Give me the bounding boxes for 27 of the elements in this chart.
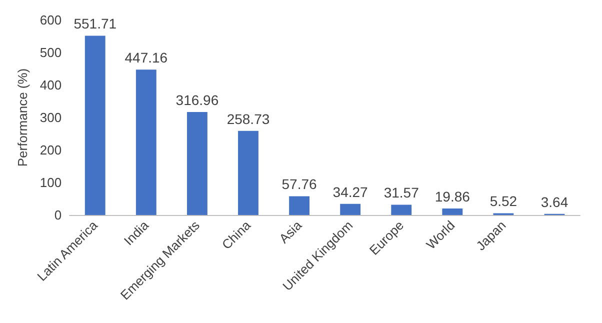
bar bbox=[289, 196, 310, 215]
y-tick-label: 400 bbox=[40, 78, 62, 92]
data-label: 447.16 bbox=[124, 50, 168, 66]
data-label: 34.27 bbox=[332, 184, 368, 200]
bar bbox=[186, 112, 208, 215]
y-tick-label: 600 bbox=[40, 12, 62, 28]
y-tick-label: 0 bbox=[54, 208, 62, 222]
data-label: 3.64 bbox=[540, 194, 568, 210]
data-label: 551.71 bbox=[74, 16, 117, 32]
bar bbox=[391, 204, 412, 215]
y-tick-label: 300 bbox=[40, 110, 62, 125]
bar bbox=[84, 36, 106, 215]
y-tick-label: 200 bbox=[40, 142, 62, 158]
data-label: 57.76 bbox=[282, 176, 317, 192]
bar bbox=[238, 130, 258, 215]
y-tick-label: 500 bbox=[40, 45, 62, 60]
y-axis-title: Performance (%) bbox=[15, 68, 30, 167]
bar bbox=[340, 204, 361, 215]
data-label: 258.73 bbox=[226, 110, 270, 127]
bar bbox=[442, 208, 463, 215]
data-label: 19.86 bbox=[434, 188, 470, 205]
data-label: 316.96 bbox=[176, 92, 219, 108]
x-tick-label: Asia bbox=[276, 217, 306, 246]
data-label: 31.57 bbox=[384, 184, 420, 201]
y-tick-label: 100 bbox=[40, 175, 62, 190]
bar bbox=[136, 70, 156, 215]
data-label: 5.52 bbox=[490, 193, 518, 210]
